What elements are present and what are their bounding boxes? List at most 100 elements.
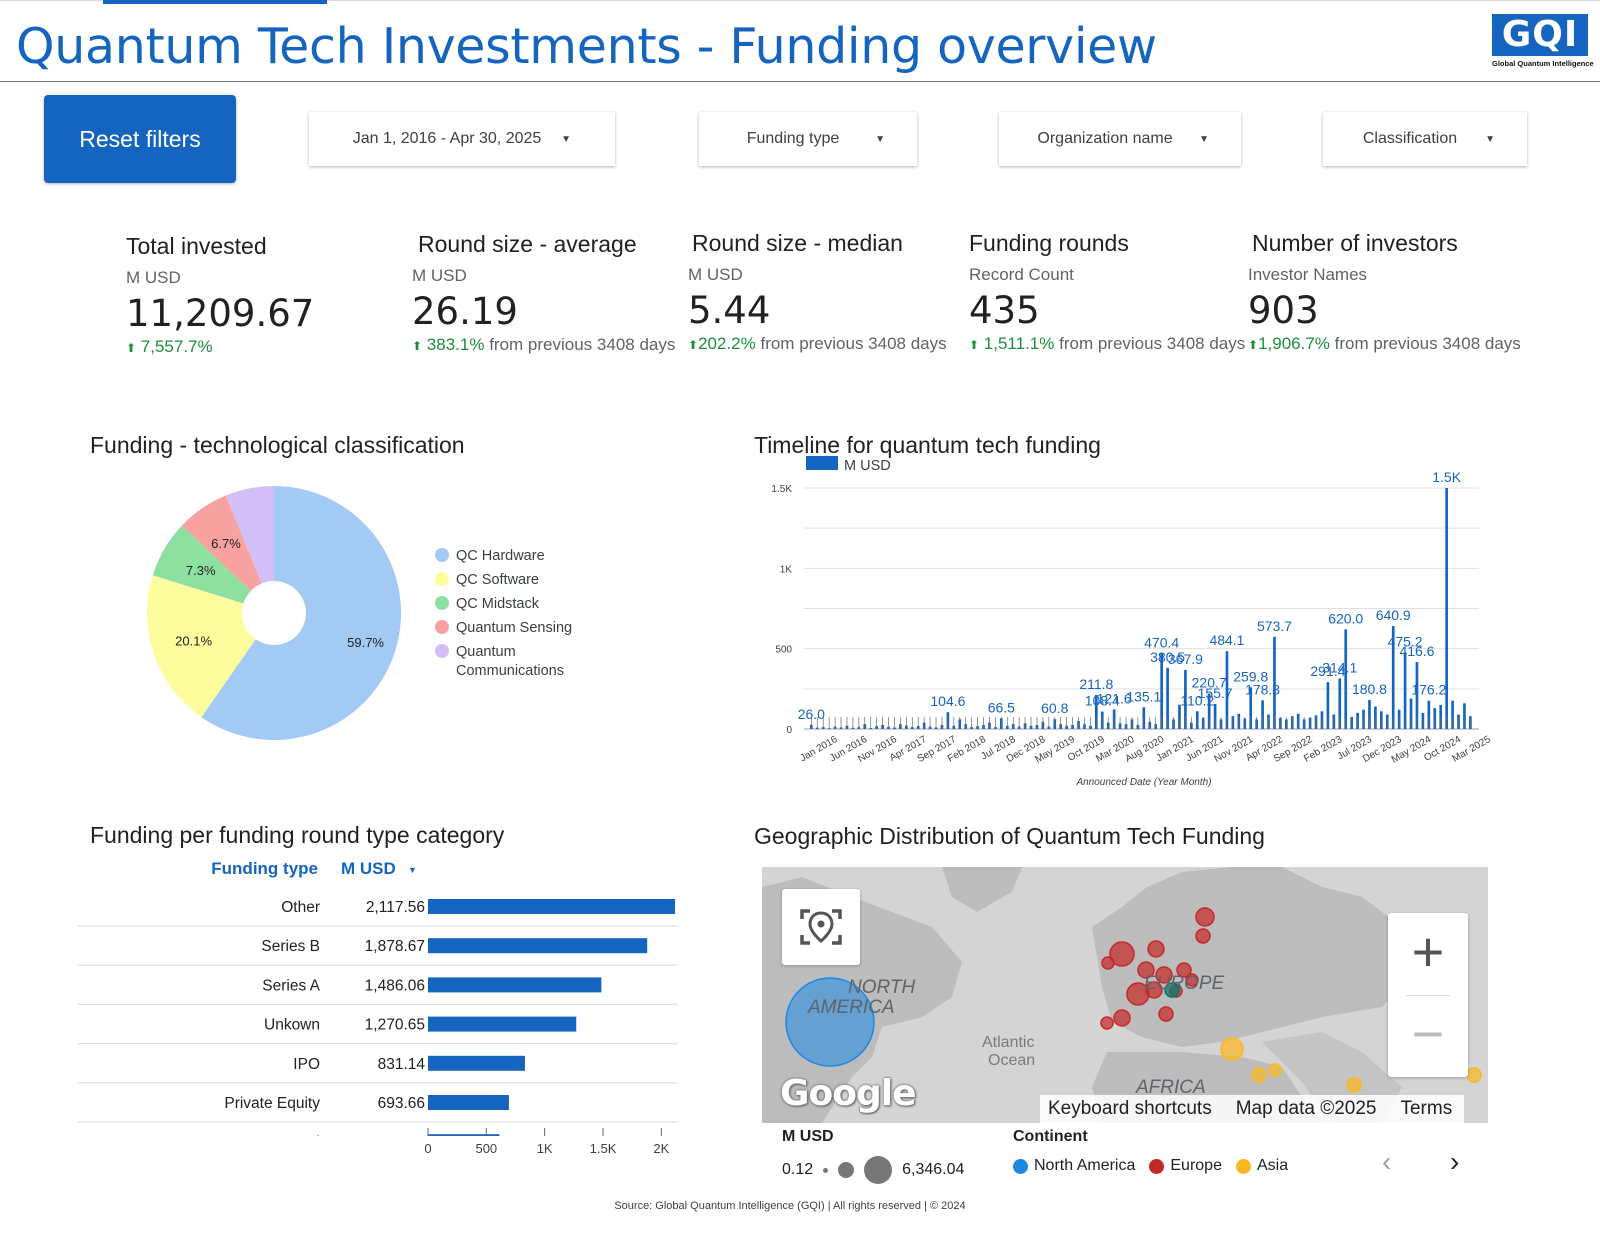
size-large-dot-icon <box>864 1156 893 1184</box>
pie-slice-quantum-sensing[interactable] <box>181 495 262 591</box>
funding-type-bar[interactable] <box>428 1055 525 1071</box>
map-bubble[interactable] <box>1100 1016 1114 1030</box>
timeline-data-label: 1.5K <box>1432 469 1461 485</box>
map-bubble[interactable] <box>1176 962 1192 978</box>
timeline-bar[interactable] <box>1368 699 1371 729</box>
funding-type-rows: Other 2,117.56 Series B 1,878.67 Series A 1,4… <box>78 899 678 1149</box>
map-bubble[interactable] <box>1185 973 1199 987</box>
funding-type-bar[interactable] <box>428 1016 577 1032</box>
timeline-bar[interactable] <box>1207 693 1211 729</box>
legend-next-button[interactable]: › <box>1450 1146 1460 1177</box>
map-bubble[interactable] <box>785 977 875 1067</box>
organization-name-filter[interactable]: Organization name ▼ <box>999 112 1241 166</box>
map-bubble[interactable] <box>1195 907 1215 927</box>
map-bubble[interactable] <box>1195 928 1211 944</box>
timeline-bar[interactable] <box>1213 703 1217 729</box>
sort-caret-icon[interactable]: ▼ <box>408 865 417 875</box>
timeline-bar[interactable] <box>1463 703 1466 729</box>
kpi-title: Number of investors <box>1252 230 1458 256</box>
timeline-data-label: 155.7 <box>1198 685 1233 701</box>
bar-value-label: 2,117.56 <box>366 899 425 916</box>
page-title: Quantum Tech Investments - Funding overv… <box>16 18 1157 75</box>
timeline-data-label: 314.1 <box>1322 660 1357 676</box>
map-bubble[interactable] <box>1220 1037 1244 1061</box>
timeline-bar[interactable] <box>1184 669 1187 729</box>
map-data-text: Map data ©2025 <box>1235 1098 1377 1119</box>
kpi-delta-text: from previous 3408 days <box>1059 334 1246 353</box>
map-view[interactable]: NORTH AMERICA EUROPE AFRICA Atlantic Oce… <box>762 867 1488 1123</box>
timeline-bar[interactable] <box>1344 629 1348 729</box>
date-range-filter[interactable]: Jan 1, 2016 - Apr 30, 2025 ▼ <box>309 112 615 166</box>
map-bubble[interactable] <box>1466 1067 1482 1083</box>
legend-prev-button[interactable]: ‹ <box>1382 1146 1392 1177</box>
timeline-bar[interactable] <box>1225 651 1229 729</box>
map-bubble[interactable] <box>1145 981 1163 999</box>
pie-slice-qc-software[interactable] <box>147 575 256 718</box>
timeline-bar[interactable] <box>1261 700 1264 729</box>
timeline-bar[interactable] <box>1166 667 1169 729</box>
timeline-bar[interactable] <box>1338 678 1342 729</box>
map-bubble[interactable] <box>1109 941 1135 967</box>
funding-type-bar[interactable] <box>428 1095 509 1110</box>
pie-slice-qc-midstack[interactable] <box>152 525 251 604</box>
map-bubble[interactable] <box>1268 1063 1282 1077</box>
zoom-out-button[interactable]: − <box>1411 1002 1445 1065</box>
funding-type-bar[interactable] <box>428 899 676 914</box>
timeline-bar[interactable] <box>1249 687 1253 729</box>
map-bubble[interactable] <box>1147 940 1165 958</box>
timeline-bar[interactable] <box>1403 652 1407 729</box>
classification-filter[interactable]: Classification ▼ <box>1323 112 1527 166</box>
timeline-bar[interactable] <box>1095 694 1098 729</box>
timeline-data-label: 108.4 <box>1085 693 1120 709</box>
timeline-bar[interactable] <box>1273 636 1276 729</box>
map-bubble[interactable] <box>1158 1006 1174 1022</box>
timeline-bar[interactable] <box>1451 700 1454 729</box>
map-bubble[interactable] <box>1101 956 1115 970</box>
timeline-bar[interactable] <box>1439 704 1443 729</box>
terms-link[interactable]: Terms <box>1400 1098 1453 1119</box>
timeline-bar[interactable] <box>1160 653 1163 729</box>
map-bubble[interactable] <box>1251 1067 1267 1083</box>
map-bubble[interactable] <box>1346 1077 1362 1093</box>
map-label-africa: AFRICA <box>1135 1077 1206 1098</box>
pie-slice-quantum-communications[interactable] <box>225 486 274 584</box>
timeline-bar[interactable] <box>1391 626 1395 729</box>
pie-legend-label: QC Software <box>456 572 539 588</box>
north-america-dot-icon <box>1013 1158 1028 1174</box>
active-page-tab[interactable] <box>103 0 327 4</box>
map-bubble[interactable] <box>1155 966 1173 984</box>
timeline-bar[interactable] <box>1415 662 1419 729</box>
timeline-chart-title: Timeline for quantum tech funding <box>754 432 1101 458</box>
timeline-data-label: 470.4 <box>1144 634 1179 650</box>
zoom-in-button[interactable]: + <box>1411 920 1445 983</box>
timeline-data-label: 367.9 <box>1168 651 1203 667</box>
bar-value-label: 1,486.06 <box>365 977 425 994</box>
google-logo: Google <box>780 1073 917 1114</box>
funding-type-filter[interactable]: Funding type ▼ <box>699 112 917 166</box>
reset-filters-button[interactable]: Reset filters <box>44 95 236 183</box>
timeline-bar[interactable] <box>1178 704 1181 729</box>
pie-legend-label: QC Midstack <box>456 596 540 612</box>
funding-type-bar-chart: Funding type M USD ▼ Other 2,117.56 Series B 1… <box>78 859 678 1156</box>
timeline-bar[interactable] <box>1409 698 1413 729</box>
keyboard-shortcuts-link[interactable]: Keyboard shortcuts <box>1048 1098 1212 1119</box>
musd-column-header[interactable]: M USD <box>341 859 396 878</box>
funding-type-bar[interactable] <box>428 1134 500 1149</box>
map-bubble[interactable] <box>1137 961 1155 979</box>
timeline-bar[interactable] <box>1427 700 1431 729</box>
kpi-delta-text: from previous 3408 days <box>1334 334 1521 353</box>
top-tab-bar <box>0 0 1600 4</box>
bar-category-label: Other <box>281 899 320 916</box>
timeline-bar[interactable] <box>1326 682 1330 729</box>
my-location-button[interactable] <box>782 889 860 965</box>
timeline-bar[interactable] <box>1445 488 1448 729</box>
funding-type-column-header[interactable]: Funding type <box>211 859 318 878</box>
map-bubble[interactable] <box>1113 1009 1131 1027</box>
kpi-round-size-median: Round size - median M USD 5.44 ⬆202.2% f… <box>688 230 947 354</box>
map-zoom-control: + − <box>1388 913 1468 1077</box>
map-bubble[interactable] <box>1164 982 1180 998</box>
funding-type-bar[interactable] <box>428 938 648 954</box>
legend-swatch-icon <box>435 572 449 586</box>
pie-slice-qc-hardware[interactable] <box>201 486 401 740</box>
funding-type-bar[interactable] <box>428 977 602 993</box>
